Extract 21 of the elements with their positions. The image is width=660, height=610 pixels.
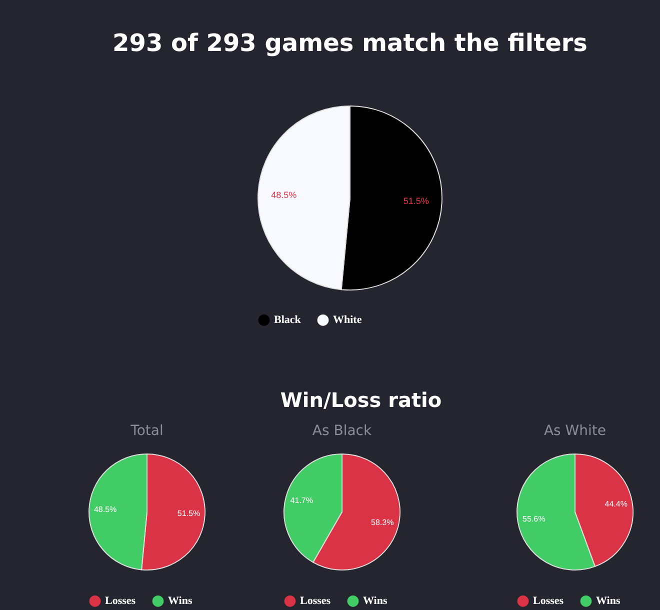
data-label: 55.6%	[522, 514, 546, 524]
legend-label: Losses	[300, 595, 332, 608]
data-label: 51.5%	[403, 196, 429, 206]
data-label: 48.5%	[271, 190, 297, 200]
legend-label: Wins	[596, 595, 621, 608]
data-label: 41.7%	[290, 496, 314, 506]
data-label: 48.5%	[94, 505, 117, 514]
legend-label: Black	[274, 314, 302, 326]
chart-title: 293 of 293 games match the filters	[112, 29, 588, 57]
chart-subtitle: As Black	[312, 423, 373, 439]
data-label: 51.5%	[177, 508, 200, 518]
legend-label: Losses	[105, 595, 136, 608]
legend-label: White	[333, 314, 362, 326]
chart-subtitle: As White	[544, 423, 606, 439]
legend-label: Losses	[533, 595, 564, 608]
data-label: 44.4%	[604, 500, 628, 509]
chart-title: Win/Loss ratio	[280, 388, 442, 412]
data-label: 58.3%	[371, 518, 394, 527]
legend-label: Wins	[363, 595, 388, 608]
chart-subtitle: Total	[130, 423, 164, 439]
legend-label: Wins	[168, 595, 193, 608]
